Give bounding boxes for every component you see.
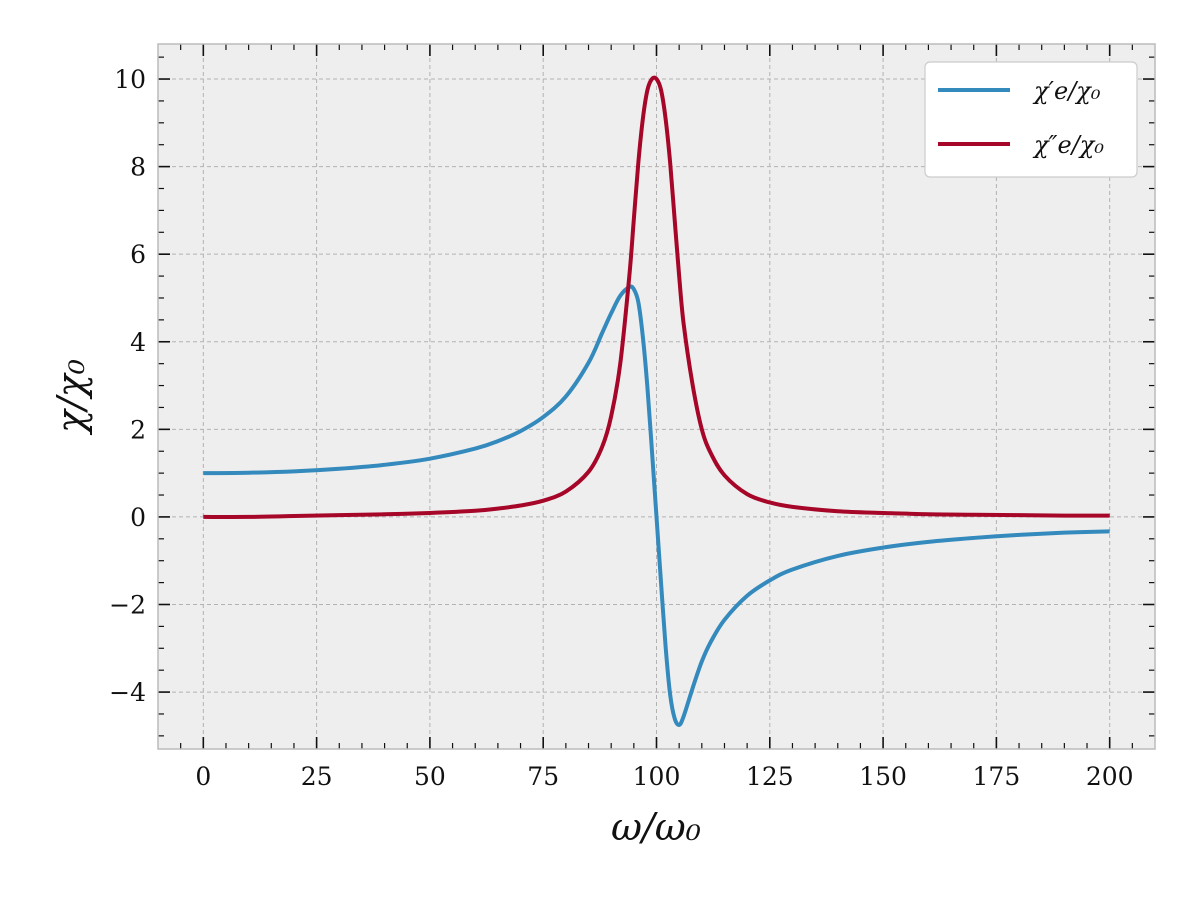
y-tick-label: −2 bbox=[109, 590, 146, 619]
x-tick-label: 25 bbox=[301, 762, 333, 791]
tick-labels: 0 25 50 75 100 125 150 175 200 −4 −2 0 2 4 6 8 10 bbox=[109, 65, 1133, 791]
legend: χ′e/χ₀ χ″e/χ₀ bbox=[924, 61, 1138, 178]
axis-ticks bbox=[158, 44, 1155, 749]
y-axis-title: χ/χ₀ bbox=[49, 359, 93, 436]
legend-label-chi-double-prime: χ″e/χ₀ bbox=[1032, 131, 1104, 159]
plot-frame bbox=[157, 43, 1156, 750]
x-tick-label: 0 bbox=[195, 762, 211, 791]
x-tick-label: 150 bbox=[859, 762, 907, 791]
x-tick-label: 175 bbox=[973, 762, 1021, 791]
y-tick-label: 10 bbox=[114, 65, 146, 94]
series-line-chi-prime bbox=[203, 284, 1110, 727]
x-axis-title: ω/ω₀ bbox=[611, 805, 701, 849]
series-lines bbox=[203, 75, 1110, 727]
y-tick-label: 2 bbox=[130, 415, 146, 444]
x-tick-label: 100 bbox=[633, 762, 681, 791]
legend-label-chi-prime: χ′e/χ₀ bbox=[1032, 77, 1101, 105]
x-tick-label: 50 bbox=[414, 762, 446, 791]
y-tick-label: 6 bbox=[130, 240, 146, 269]
y-tick-label: 4 bbox=[130, 328, 146, 357]
series-line-chi-double-prime bbox=[203, 75, 1110, 519]
legend-box bbox=[924, 61, 1138, 178]
x-tick-label: 125 bbox=[746, 762, 794, 791]
x-tick-label: 75 bbox=[527, 762, 559, 791]
y-tick-label: −4 bbox=[109, 678, 146, 707]
y-tick-label: 8 bbox=[130, 153, 146, 182]
y-tick-label: 0 bbox=[130, 503, 146, 532]
x-tick-label: 200 bbox=[1086, 762, 1134, 791]
